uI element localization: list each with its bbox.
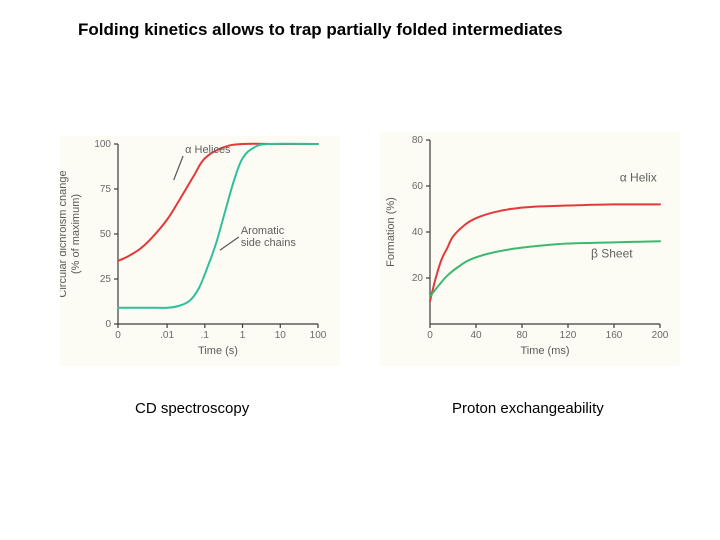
svg-text:25: 25 <box>100 274 112 285</box>
svg-text:100: 100 <box>310 330 327 341</box>
svg-text:60: 60 <box>412 181 424 192</box>
svg-text:0: 0 <box>115 330 121 341</box>
left-chart: 0.01.11101000255075100Time (s)Circular d… <box>60 136 340 366</box>
svg-text:α Helices: α Helices <box>185 144 231 156</box>
svg-text:40: 40 <box>470 330 482 341</box>
svg-text:80: 80 <box>516 330 528 341</box>
right-caption: Proton exchangeability <box>452 400 604 417</box>
svg-text:20: 20 <box>412 273 424 284</box>
page-title: Folding kinetics allows to trap partiall… <box>78 20 563 40</box>
svg-text:100: 100 <box>94 139 111 150</box>
svg-text:160: 160 <box>606 330 623 341</box>
svg-text:120: 120 <box>560 330 577 341</box>
left-caption: CD spectroscopy <box>135 400 249 417</box>
svg-text:0: 0 <box>105 319 111 330</box>
svg-text:200: 200 <box>652 330 669 341</box>
svg-text:40: 40 <box>412 227 424 238</box>
svg-text:Time (s): Time (s) <box>198 345 238 357</box>
svg-text:α Helix: α Helix <box>620 170 657 184</box>
svg-text:80: 80 <box>412 135 424 146</box>
svg-text:.1: .1 <box>201 330 210 341</box>
svg-text:75: 75 <box>100 184 112 195</box>
svg-text:0: 0 <box>427 330 433 341</box>
svg-text:.01: .01 <box>160 330 174 341</box>
svg-text:β Sheet: β Sheet <box>591 246 633 260</box>
svg-text:1: 1 <box>240 330 246 341</box>
right-chart: 0 40 80 120 160 200 20 40 60 80 Time (ms) Formation… <box>380 132 680 366</box>
svg-text:50: 50 <box>100 229 112 240</box>
svg-text:Formation (%): Formation (%) <box>385 197 397 267</box>
svg-text:Time (ms): Time (ms) <box>520 345 569 357</box>
svg-text:10: 10 <box>275 330 287 341</box>
